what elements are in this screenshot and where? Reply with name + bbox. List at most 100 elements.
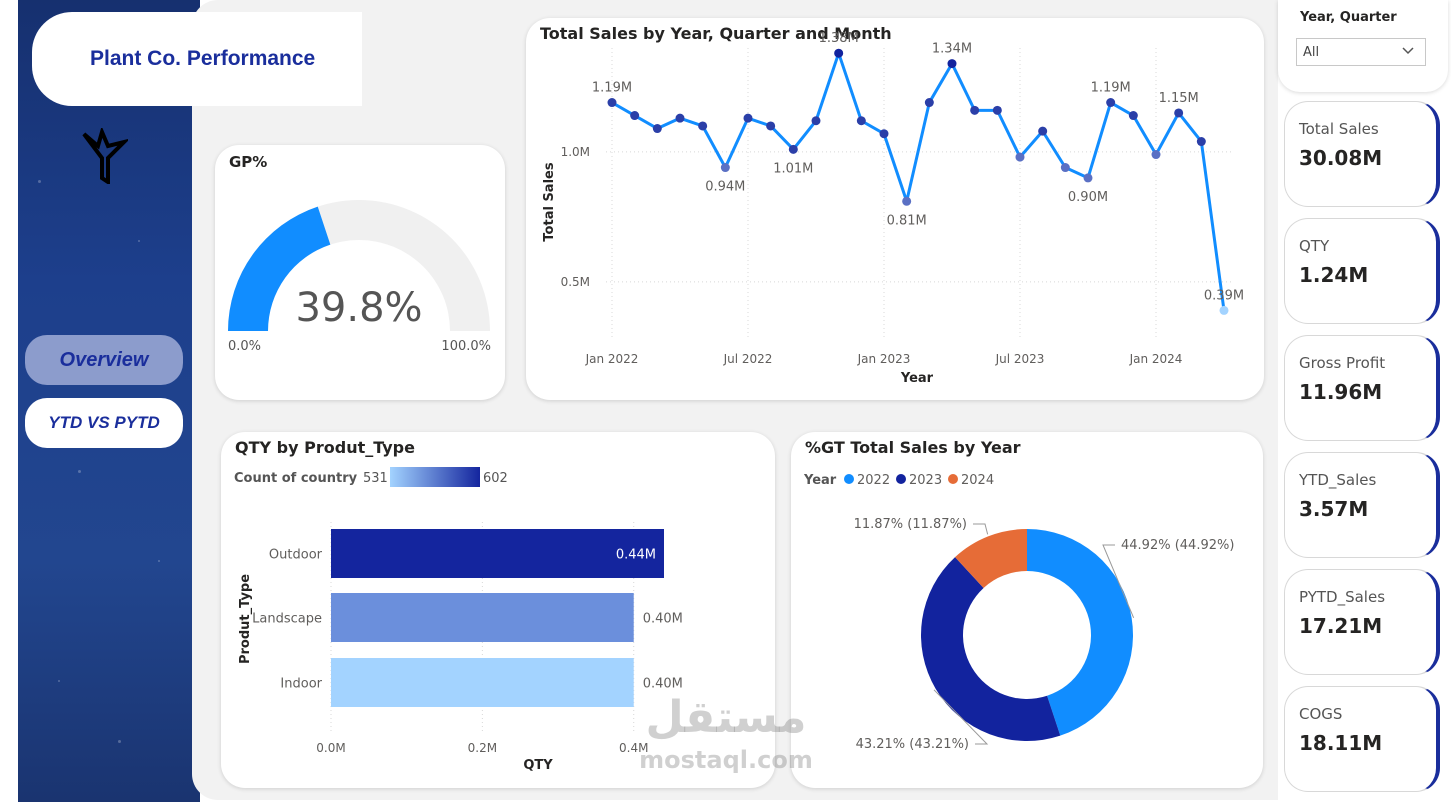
gp-gauge-title: GP% [229, 153, 268, 171]
line-data-label: 0.90M [1068, 190, 1108, 205]
line-point [720, 163, 730, 173]
watermark-latin: mostaql.com [639, 746, 813, 774]
line-point [970, 105, 980, 115]
gt-donut-chart: Year 2022 2023 2024 44.92% (44.92%) 43.21% (… [803, 473, 1234, 752]
line-point [1151, 150, 1161, 160]
line-point [630, 111, 640, 121]
kpi-label: Gross Profit [1299, 354, 1386, 372]
bar [331, 658, 634, 707]
bar [331, 529, 664, 578]
donut-slice [921, 557, 1061, 741]
donut-legend-marker [896, 474, 906, 484]
kpi-value: 18.11M [1299, 731, 1383, 755]
bar-legend-title: Count of country [234, 471, 358, 486]
bar-chart-title: QTY by Produt_Type [235, 438, 415, 457]
kpi-value: 17.21M [1299, 614, 1383, 638]
bar-data-label: 0.40M [643, 612, 683, 627]
donut-leader-line [933, 689, 989, 745]
line-data-label: 1.19M [1091, 81, 1131, 96]
line-data-label: 1.34M [932, 42, 972, 57]
qty-bar-chart: Count of country 531 602 Produt_Type QTY… [234, 467, 683, 773]
line-point [1038, 126, 1048, 136]
line-series [611, 51, 1226, 311]
bar-data-label: 0.44M [616, 548, 656, 563]
gp-gauge-card: GP% 39.8% 0.0% 100.0% [215, 145, 505, 400]
line-data-label: 1.38M [819, 31, 859, 46]
nav-ytd-vs-pytd-button[interactable]: YTD VS PYTD [25, 398, 183, 448]
line-point [811, 116, 821, 126]
nav-overview-button[interactable]: Overview [25, 335, 183, 385]
chevron-down-icon [1401, 43, 1415, 60]
page-title: Plant Co. Performance [90, 47, 316, 70]
line-point [607, 98, 617, 108]
nav-ytd-vs-pytd-label: YTD VS PYTD [48, 413, 160, 432]
bar-category-label: Landscape [252, 612, 322, 627]
line-xtick-label: Jan 2024 [1129, 352, 1183, 366]
line-point [879, 129, 889, 139]
kpi-label: YTD_Sales [1299, 471, 1377, 489]
donut-legend-marker [844, 474, 854, 484]
line-point [1060, 163, 1070, 173]
line-data-label: 0.39M [1204, 288, 1244, 303]
line-point [1083, 173, 1093, 183]
kpi-label: QTY [1299, 237, 1330, 255]
donut-legend-title: Year [803, 473, 837, 488]
donut-legend-label: 2022 [857, 473, 890, 488]
donut-chart-title: %GT Total Sales by Year [805, 438, 1021, 457]
slicer-dropdown[interactable]: All [1296, 38, 1426, 66]
line-point [1015, 152, 1025, 162]
line-point [743, 113, 753, 123]
kpi-label: Total Sales [1299, 120, 1379, 138]
nav-overview-label: Overview [59, 348, 149, 371]
slicer-value: All [1303, 45, 1320, 60]
donut-data-label: 44.92% (44.92%) [1121, 538, 1234, 553]
line-xtick-label: Jul 2023 [995, 352, 1045, 366]
bar-category-label: Outdoor [269, 548, 323, 563]
kpi-label: COGS [1299, 705, 1343, 723]
line-point [1128, 111, 1138, 121]
line-point [1174, 108, 1184, 118]
donut-data-label: 11.87% (11.87%) [854, 517, 967, 532]
donut-legend-label: 2024 [961, 473, 994, 488]
donut-legend-label: 2023 [909, 473, 942, 488]
title-bar: Plant Co. Performance [32, 12, 362, 106]
kpi-total-sales: Total Sales 30.08M [1284, 101, 1440, 207]
gt-donut-card: %GT Total Sales by Year Year 2022 2023 202… [791, 432, 1263, 788]
line-point [766, 121, 776, 131]
line-point [1106, 98, 1116, 108]
bar-chart-ylabel: Produt_Type [238, 574, 253, 664]
line-chart-title: Total Sales by Year, Quarter and Month [540, 24, 892, 43]
line-xtick-label: Jan 2023 [857, 352, 911, 366]
donut-slice [955, 529, 1027, 588]
plant-logo-icon [82, 128, 128, 184]
line-data-label: 1.19M [592, 81, 632, 96]
line-point [698, 121, 708, 131]
line-chart-xlabel: Year [900, 371, 934, 386]
line-point [992, 105, 1002, 115]
donut-slice [1027, 529, 1133, 736]
gauge-min-label: 0.0% [228, 339, 261, 354]
line-point [652, 124, 662, 134]
kpi-gross-profit: Gross Profit 11.96M [1284, 335, 1440, 441]
bar-xtick-label: 0.2M [468, 741, 497, 755]
line-point [947, 59, 957, 69]
line-data-label: 1.01M [773, 161, 813, 176]
donut-leader-line [973, 523, 989, 535]
line-ytick-label: 1.0M [561, 145, 590, 159]
line-point [834, 48, 844, 58]
kpi-value: 1.24M [1299, 263, 1369, 287]
line-point [675, 113, 685, 123]
gauge-value: 39.8% [295, 285, 422, 331]
year-quarter-slicer: Year, Quarter All [1278, 0, 1448, 92]
sales-line-chart: Total Sales Year 0.5M 1.0M Jan 2022 Jul 202… [542, 31, 1244, 386]
line-xtick-label: Jan 2022 [585, 352, 639, 366]
bar-chart-xlabel: QTY [523, 758, 553, 773]
line-chart-ylabel: Total Sales [542, 162, 557, 241]
kpi-value: 30.08M [1299, 146, 1383, 170]
kpi-label: PYTD_Sales [1299, 588, 1386, 606]
kpi-qty: QTY 1.24M [1284, 218, 1440, 324]
watermark-arabic: مستقل [645, 692, 807, 743]
bar-data-label: 0.40M [643, 677, 683, 692]
bar-category-label: Indoor [280, 677, 322, 692]
watermark: مستقل mostaql.com [636, 690, 816, 790]
